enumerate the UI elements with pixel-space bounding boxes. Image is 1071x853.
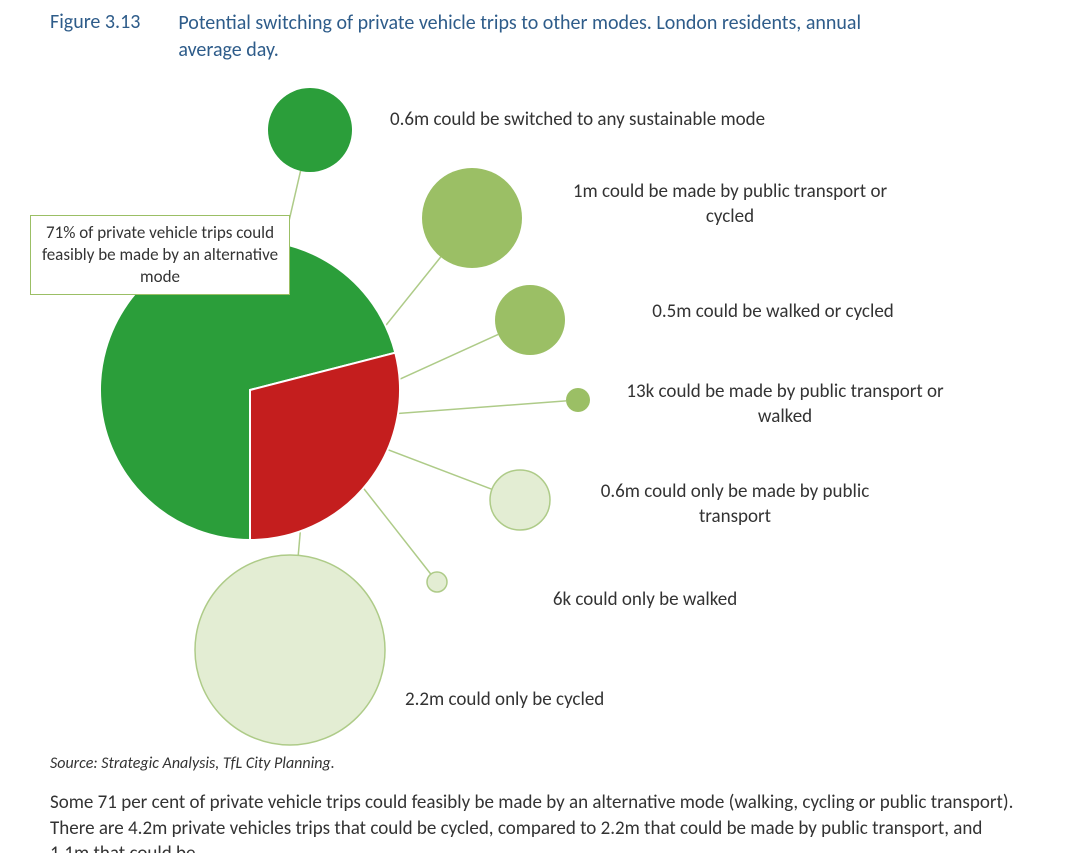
- bubble-only-walked: [427, 572, 447, 592]
- label-walked-or-cycled: 0.5m could be walked or cycled: [628, 300, 918, 325]
- label-any-sustainable: 0.6m could be switched to any sustainabl…: [390, 108, 870, 133]
- label-only-walked: 6k could only be walked: [495, 588, 795, 613]
- body-paragraph: Some 71 per cent of private vehicle trip…: [50, 790, 1021, 853]
- label-only-pt: 0.6m could only be made by public transp…: [575, 480, 895, 529]
- figure-source: Source: Strategic Analysis, TfL City Pla…: [50, 754, 335, 773]
- pie-callout-text: 71% of private vehicle trips could feasi…: [42, 222, 278, 287]
- bubble-only-cycled: [195, 555, 385, 745]
- figure-page: Figure 3.13 Potential switching of priva…: [0, 0, 1071, 853]
- bubble-pt-or-cycled: [422, 168, 522, 268]
- label-only-cycled: 2.2m could only be cycled: [405, 688, 705, 713]
- pie-callout: 71% of private vehicle trips could feasi…: [30, 215, 290, 295]
- label-pt-or-walked: 13k could be made by public transport or…: [615, 380, 955, 429]
- bubble-pt-or-walked: [566, 388, 590, 412]
- label-pt-or-cycled: 1m could be made by public transport or …: [560, 180, 900, 229]
- bubble-any-sustainable: [268, 88, 352, 172]
- bubble-only-pt: [490, 470, 550, 530]
- bubble-walked-or-cycled: [495, 285, 565, 355]
